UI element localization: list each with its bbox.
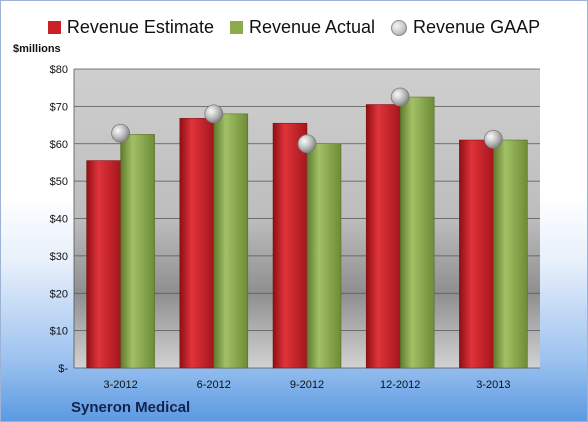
- x-tick-label: 6-2012: [197, 379, 231, 391]
- company-name: Syneron Medical: [71, 399, 191, 416]
- marker-revenue-gaap: [297, 134, 317, 154]
- x-tick-label: 3-2013: [476, 379, 510, 391]
- legend-item-estimate: Revenue Estimate: [47, 17, 214, 38]
- y-tick-label: $10: [50, 326, 68, 338]
- chart-legend: Revenue Estimate Revenue Actual Revenue …: [1, 17, 587, 38]
- y-tick-label: $60: [50, 139, 68, 151]
- y-axis-unit-label: $millions: [13, 43, 61, 55]
- x-tick-label: 12-2012: [380, 379, 420, 391]
- legend-swatch-gaap: [391, 19, 408, 36]
- y-tick-label: $-: [58, 363, 68, 375]
- bars: [86, 96, 528, 369]
- bar-revenue-actual: [399, 96, 435, 369]
- legend-label-estimate: Revenue Estimate: [66, 17, 214, 37]
- bar-revenue-actual: [306, 143, 342, 369]
- bar-revenue-actual: [213, 113, 249, 369]
- marker-revenue-gaap: [111, 123, 130, 143]
- y-tick-label: $50: [50, 176, 68, 188]
- legend-item-actual: Revenue Actual: [229, 17, 376, 38]
- marker-revenue-gaap: [483, 129, 503, 149]
- bar-revenue-actual: [493, 139, 528, 369]
- y-tick-label: $80: [50, 64, 68, 76]
- legend-item-gaap: Revenue GAAP: [391, 17, 540, 38]
- bar-revenue-estimate: [179, 118, 215, 369]
- y-tick-label: $40: [50, 214, 68, 226]
- y-tick-label: $30: [50, 251, 68, 263]
- y-tick-label: $20: [50, 288, 68, 300]
- bar-revenue-actual: [120, 134, 155, 369]
- legend-label-gaap: Revenue GAAP: [413, 17, 541, 37]
- legend-swatch-actual: [229, 21, 243, 34]
- y-axis-ticks: $- $10 $20 $30 $40 $50 $60 $70 $80: [50, 64, 69, 375]
- bar-revenue-estimate: [459, 139, 494, 369]
- x-tick-label: 9-2012: [290, 379, 324, 391]
- legend-swatch-estimate: [47, 21, 61, 34]
- marker-revenue-gaap: [390, 87, 410, 107]
- x-axis-ticks: 3-2012 6-2012 9-2012 12-2012 3-2013: [103, 379, 510, 391]
- bar-revenue-estimate: [272, 122, 308, 369]
- legend-label-actual: Revenue Actual: [248, 17, 376, 37]
- x-tick-label: 3-2012: [103, 379, 137, 391]
- bar-revenue-estimate: [365, 104, 401, 369]
- marker-revenue-gaap: [204, 104, 224, 124]
- gaap-markers: [111, 87, 503, 154]
- y-tick-label: $70: [50, 101, 68, 113]
- bar-revenue-estimate: [86, 160, 121, 369]
